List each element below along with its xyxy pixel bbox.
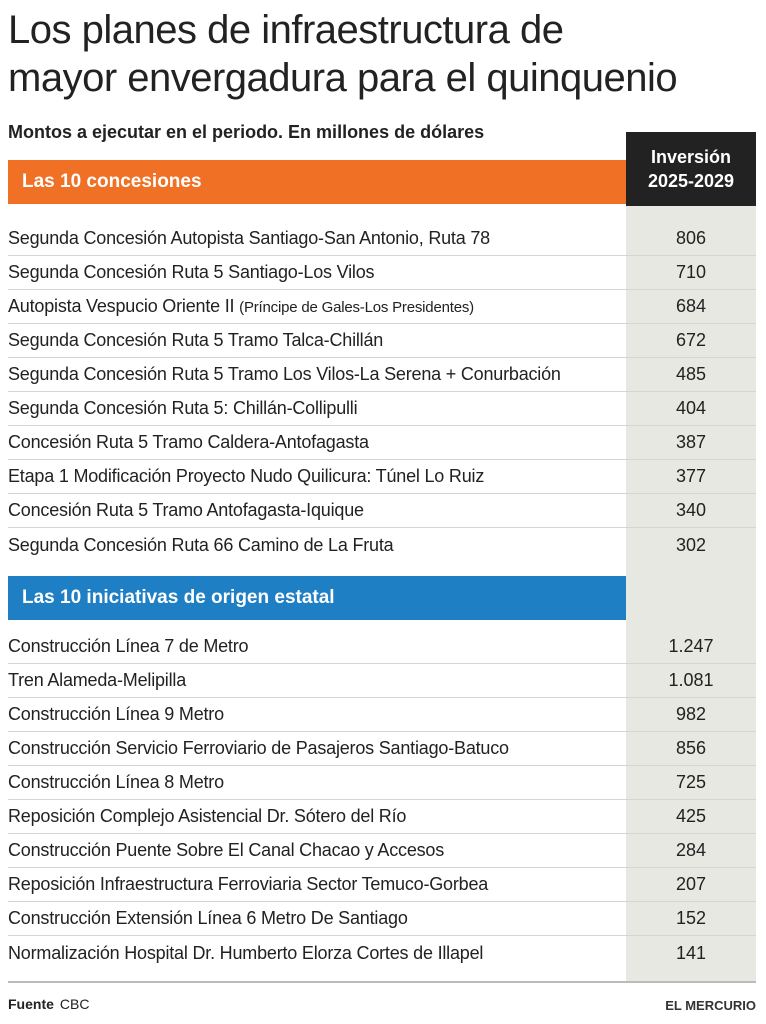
row-name: Segunda Concesión Ruta 5 Santiago-Los Vi… <box>8 262 626 283</box>
section-header-estatal: Las 10 iniciativas de origen estatal <box>8 576 626 620</box>
table-row: Concesión Ruta 5 Tramo Caldera-Antofagas… <box>8 426 756 460</box>
row-name: Construcción Línea 9 Metro <box>8 704 626 725</box>
table-row: Etapa 1 Modificación Proyecto Nudo Quili… <box>8 460 756 494</box>
row-name-text: Reposición Infraestructura Ferroviaria S… <box>8 874 489 894</box>
row-name: Construcción Extensión Línea 6 Metro De … <box>8 908 626 929</box>
table-row: Autopista Vespucio Oriente II (Príncipe … <box>8 290 756 324</box>
row-name: Segunda Concesión Ruta 5 Tramo Los Vilos… <box>8 364 626 385</box>
column-header-line-1: Inversión <box>650 147 732 167</box>
row-value: 1.081 <box>668 670 714 690</box>
row-value: 485 <box>675 364 707 384</box>
table-row: Tren Alameda-Melipilla 1.081 <box>8 664 756 698</box>
subtitle: Montos a ejecutar en el periodo. En mill… <box>8 122 485 142</box>
row-name-text: Etapa 1 Modificación Proyecto Nudo Quili… <box>8 466 485 486</box>
row-value: 806 <box>675 228 707 248</box>
row-name-text: Segunda Concesión Ruta 5: Chillán-Collip… <box>8 398 358 418</box>
row-name-text: Construcción Línea 8 Metro <box>8 772 224 792</box>
row-name: Construcción Puente Sobre El Canal Chaca… <box>8 840 626 861</box>
table-row: Construcción Servicio Ferroviario de Pas… <box>8 732 756 766</box>
row-value: 684 <box>675 296 707 316</box>
section-header-concesiones: Las 10 concesiones <box>8 160 626 204</box>
row-name: Reposición Complejo Asistencial Dr. Sóte… <box>8 806 626 827</box>
row-value: 284 <box>675 840 707 860</box>
row-name-text: Construcción Servicio Ferroviario de Pas… <box>8 738 509 758</box>
title-line-1: Los planes de infraestructura de <box>8 8 564 52</box>
table-row: Segunda Concesión Autopista Santiago-San… <box>8 222 756 256</box>
row-value: 207 <box>675 874 707 894</box>
table-row: Segunda Concesión Ruta 5: Chillán-Collip… <box>8 392 756 426</box>
row-name-text: Autopista Vespucio Oriente II <box>8 296 235 316</box>
row-name: Concesión Ruta 5 Tramo Caldera-Antofagas… <box>8 432 626 453</box>
table-row: Construcción Extensión Línea 6 Metro De … <box>8 902 756 936</box>
row-name: Segunda Concesión Ruta 5: Chillán-Collip… <box>8 398 626 419</box>
row-value: 404 <box>675 398 707 418</box>
table-row: Reposición Infraestructura Ferroviaria S… <box>8 868 756 902</box>
row-name: Segunda Concesión Ruta 5 Tramo Talca-Chi… <box>8 330 626 351</box>
row-value: 856 <box>675 738 707 758</box>
value-column-background <box>626 132 756 982</box>
row-name: Autopista Vespucio Oriente II (Príncipe … <box>8 296 626 317</box>
row-name: Reposición Infraestructura Ferroviaria S… <box>8 874 626 895</box>
row-value: 152 <box>675 908 707 928</box>
row-name-text: Segunda Concesión Ruta 5 Tramo Los Vilos… <box>8 364 561 384</box>
row-name-text: Segunda Concesión Autopista Santiago-San… <box>8 228 490 248</box>
source-label: Fuente <box>8 996 54 1012</box>
table-row: Normalización Hospital Dr. Humberto Elor… <box>8 936 756 970</box>
row-value: 141 <box>675 942 707 963</box>
row-name-text: Construcción Extensión Línea 6 Metro De … <box>8 908 408 928</box>
page-title: Los planes de infraestructura de mayor e… <box>8 6 678 102</box>
row-name: Segunda Concesión Autopista Santiago-San… <box>8 228 626 249</box>
row-name-text: Construcción Puente Sobre El Canal Chaca… <box>8 840 445 860</box>
column-header-line-2: 2025-2029 <box>647 171 735 191</box>
table-row: Construcción Línea 8 Metro 725 <box>8 766 756 800</box>
brand-logo: EL MERCURIO <box>665 998 756 1013</box>
table-row: Concesión Ruta 5 Tramo Antofagasta-Iquiq… <box>8 494 756 528</box>
row-name: Tren Alameda-Melipilla <box>8 670 626 691</box>
table-row: Segunda Concesión Ruta 66 Camino de La F… <box>8 528 756 562</box>
column-header: Inversión 2025-2029 <box>626 132 756 206</box>
row-name-text: Normalización Hospital Dr. Humberto Elor… <box>8 942 484 963</box>
table-row: Construcción Puente Sobre El Canal Chaca… <box>8 834 756 868</box>
divider <box>8 981 756 983</box>
title-line-2: mayor envergadura para el quinquenio <box>8 56 678 100</box>
row-value: 725 <box>675 772 707 792</box>
row-name-text: Segunda Concesión Ruta 5 Santiago-Los Vi… <box>8 262 375 282</box>
row-name: Construcción Línea 8 Metro <box>8 772 626 793</box>
row-value: 982 <box>675 704 707 724</box>
source: Fuente CBC <box>8 996 89 1012</box>
table-row: Segunda Concesión Ruta 5 Tramo Los Vilos… <box>8 358 756 392</box>
row-name-text: Concesión Ruta 5 Tramo Caldera-Antofagas… <box>8 432 369 452</box>
row-name: Concesión Ruta 5 Tramo Antofagasta-Iquiq… <box>8 500 626 521</box>
source-value: CBC <box>59 996 90 1012</box>
row-value: 377 <box>675 466 707 486</box>
row-value: 425 <box>675 806 707 826</box>
row-name-text: Segunda Concesión Ruta 66 Camino de La F… <box>8 534 394 555</box>
row-note: (Príncipe de Gales-Los Presidentes) <box>239 299 474 316</box>
row-name-text: Construcción Línea 9 Metro <box>8 704 224 724</box>
row-name-text: Tren Alameda-Melipilla <box>8 670 187 690</box>
table-row: Construcción Línea 7 de Metro 1.247 <box>8 630 756 664</box>
row-name-text: Construcción Línea 7 de Metro <box>8 636 249 656</box>
row-name-text: Concesión Ruta 5 Tramo Antofagasta-Iquiq… <box>8 500 364 520</box>
row-name: Construcción Servicio Ferroviario de Pas… <box>8 738 626 759</box>
concesiones-table: Segunda Concesión Autopista Santiago-San… <box>8 222 756 562</box>
row-value: 672 <box>675 330 707 350</box>
row-name: Segunda Concesión Ruta 66 Camino de La F… <box>8 535 626 556</box>
row-value: 1.247 <box>668 636 714 656</box>
table-row: Segunda Concesión Ruta 5 Tramo Talca-Chi… <box>8 324 756 358</box>
row-name: Etapa 1 Modificación Proyecto Nudo Quili… <box>8 466 626 487</box>
table-row: Segunda Concesión Ruta 5 Santiago-Los Vi… <box>8 256 756 290</box>
table-row: Construcción Línea 9 Metro 982 <box>8 698 756 732</box>
row-value: 387 <box>675 432 707 452</box>
row-name: Construcción Línea 7 de Metro <box>8 636 626 657</box>
row-value: 710 <box>675 262 707 282</box>
estatal-table: Construcción Línea 7 de Metro 1.247 Tren A… <box>8 630 756 970</box>
row-name-text: Reposición Complejo Asistencial Dr. Sóte… <box>8 806 407 826</box>
row-value: 340 <box>675 500 707 520</box>
row-name-text: Segunda Concesión Ruta 5 Tramo Talca-Chi… <box>8 330 384 350</box>
row-name: Normalización Hospital Dr. Humberto Elor… <box>8 943 626 964</box>
table-row: Reposición Complejo Asistencial Dr. Sóte… <box>8 800 756 834</box>
row-value: 302 <box>675 534 707 555</box>
